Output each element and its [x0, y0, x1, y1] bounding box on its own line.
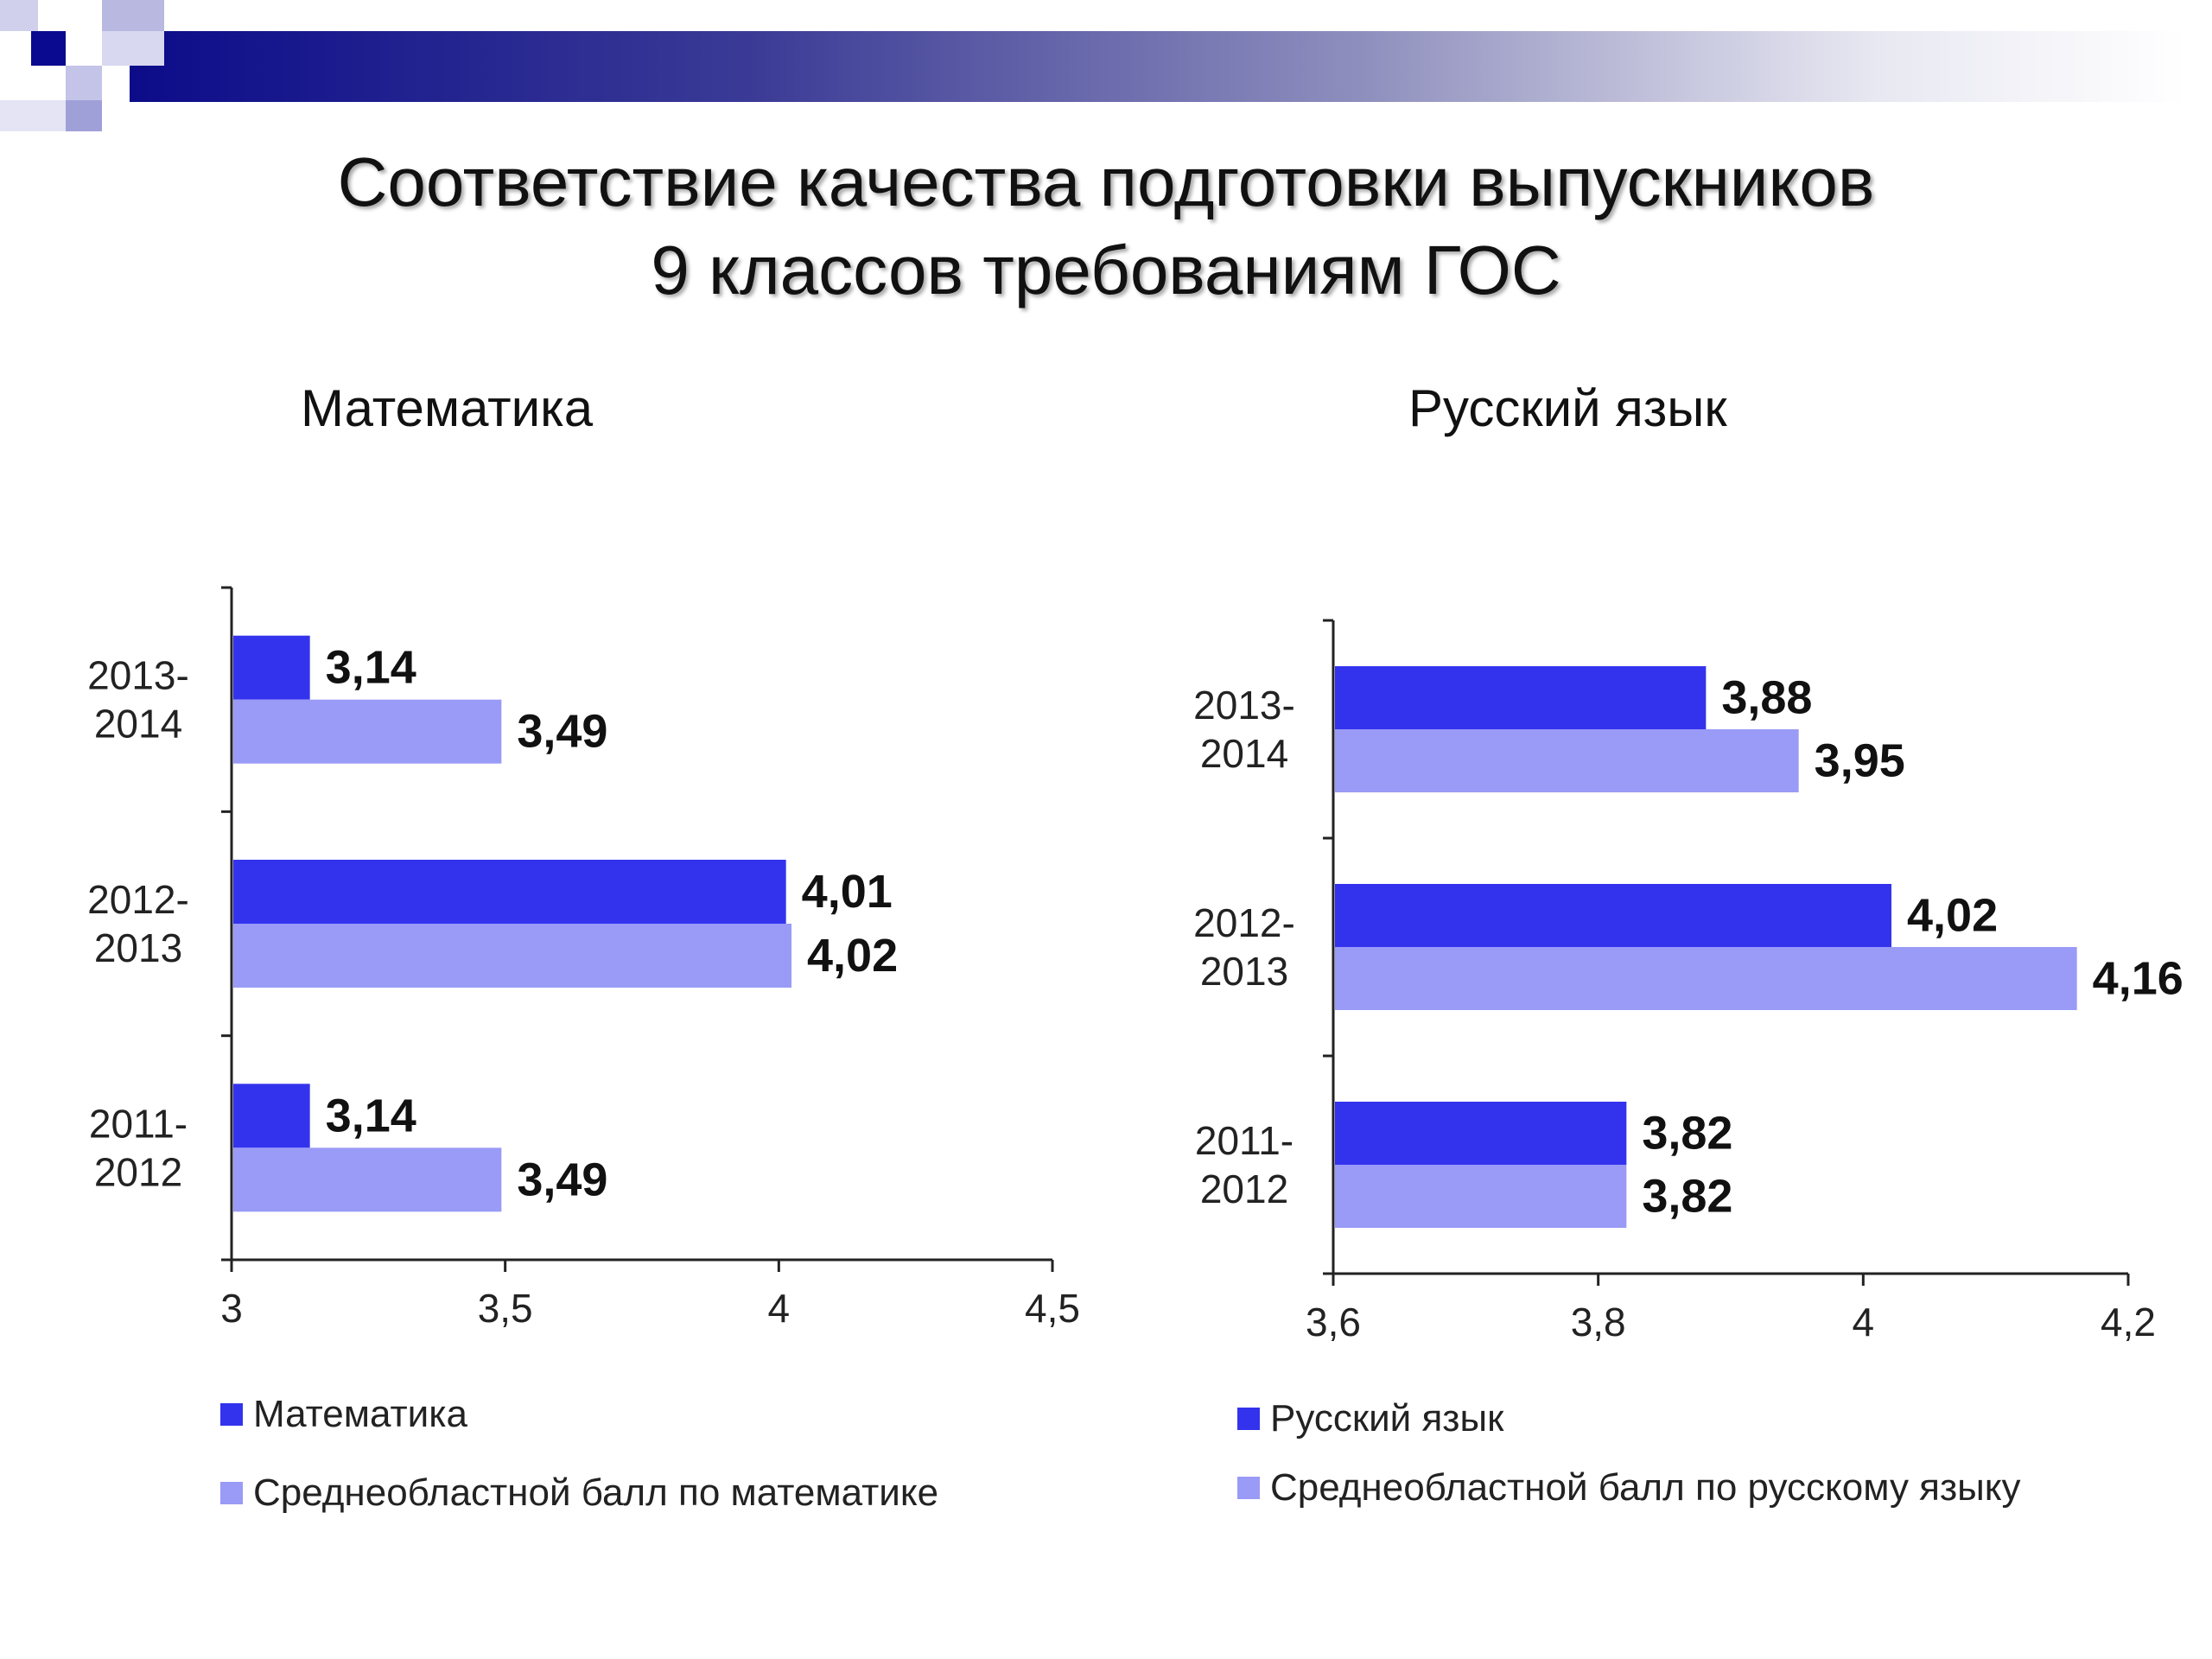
category-label: 2013: [1200, 949, 1288, 994]
decor-square: [0, 100, 66, 131]
category-label: 2012-: [1193, 900, 1295, 945]
data-label: 4,02: [1907, 890, 1998, 942]
bar: [233, 635, 310, 700]
data-label: 3,14: [326, 1090, 416, 1141]
bar: [233, 699, 502, 764]
category-label: 2011-: [89, 1101, 188, 1146]
data-label: 3,14: [326, 642, 416, 694]
x-tick-label: 3: [220, 1286, 243, 1331]
russian-chart-heading: Русский язык: [1408, 379, 1727, 437]
category-label: 2014: [1200, 731, 1288, 776]
legend-label: Среднеобластной балл по математике: [253, 1471, 939, 1514]
math-legend-item-2: Среднеобластной балл по математике: [220, 1471, 938, 1515]
data-label: 4,02: [807, 930, 898, 982]
data-label: 3,95: [1815, 735, 1905, 787]
x-tick-label: 3,6: [1306, 1300, 1361, 1344]
russian-bar-chart: 3,6 3,8 4 4,2 2013-2014 3,883,95 2012-2013 4,02…: [1193, 619, 2183, 1344]
bar: [233, 924, 791, 988]
russian-legend-item-1: Русский язык: [1237, 1397, 1503, 1440]
math-chart-heading: Математика: [301, 379, 594, 437]
category-label: 2012: [94, 1149, 182, 1194]
category-label: 2012: [1200, 1166, 1288, 1211]
legend-swatch: [1237, 1408, 1260, 1430]
data-label: 3,82: [1642, 1108, 1732, 1160]
header-banner: [130, 31, 2186, 102]
slide-title-line2: 9 классов требованиям ГОС: [651, 232, 1561, 308]
x-tick-label: 3,8: [1571, 1300, 1626, 1344]
decor-square: [66, 66, 102, 100]
math-bar-chart: 3 3,5 4 4,5 2013-2014 3,14 3,49 2012-2013 4,01 4,…: [87, 586, 1080, 1331]
bar: [233, 1147, 502, 1212]
legend-label: Математика: [253, 1393, 467, 1435]
math-legend-item-1: Математика: [220, 1393, 467, 1436]
bar: [1335, 947, 2077, 1010]
legend-label: Среднеобластной балл по русскому языку: [1270, 1466, 2021, 1509]
x-tick-label: 4,5: [1025, 1286, 1080, 1331]
slide-title: Соответствие качества подготовки выпускн…: [0, 138, 2212, 315]
bar: [1335, 1102, 1627, 1165]
category-label: 2013-: [87, 653, 189, 698]
legend-swatch: [220, 1482, 243, 1504]
x-tick-label: 3,5: [478, 1286, 533, 1331]
data-label: 4,16: [2093, 953, 2183, 1005]
category-label: 2013-: [1193, 683, 1295, 728]
decor-square: [102, 31, 164, 66]
decor-square: [66, 100, 102, 131]
category-label: 2011-: [1195, 1118, 1294, 1163]
bar: [233, 1084, 310, 1148]
legend-swatch: [1237, 1477, 1260, 1499]
bar: [1335, 666, 1707, 729]
category-label: 2014: [94, 702, 182, 747]
data-label: 3,82: [1642, 1171, 1732, 1223]
slide-title-line1: Соответствие качества подготовки выпускн…: [337, 143, 1875, 220]
russian-legend-item-2: Среднеобластной балл по русскому языку: [1237, 1466, 2021, 1510]
bar: [1335, 729, 1799, 792]
x-tick-label: 4,2: [2101, 1300, 2156, 1344]
data-label: 3,88: [1721, 672, 1812, 724]
data-label: 4,01: [802, 866, 893, 918]
legend-label: Русский язык: [1270, 1397, 1504, 1440]
decor-square: [102, 0, 164, 31]
legend-swatch: [220, 1403, 243, 1426]
x-tick-label: 4: [1853, 1300, 1875, 1344]
data-label: 3,49: [517, 1154, 607, 1205]
bar: [1335, 884, 1891, 947]
bar: [233, 860, 786, 924]
bar: [1335, 1165, 1627, 1228]
category-label: 2012-: [87, 877, 189, 922]
decor-square: [0, 0, 38, 31]
decor-square: [31, 31, 66, 66]
data-label: 3,49: [517, 706, 607, 758]
x-tick-label: 4: [768, 1286, 791, 1331]
category-label: 2013: [94, 925, 182, 970]
